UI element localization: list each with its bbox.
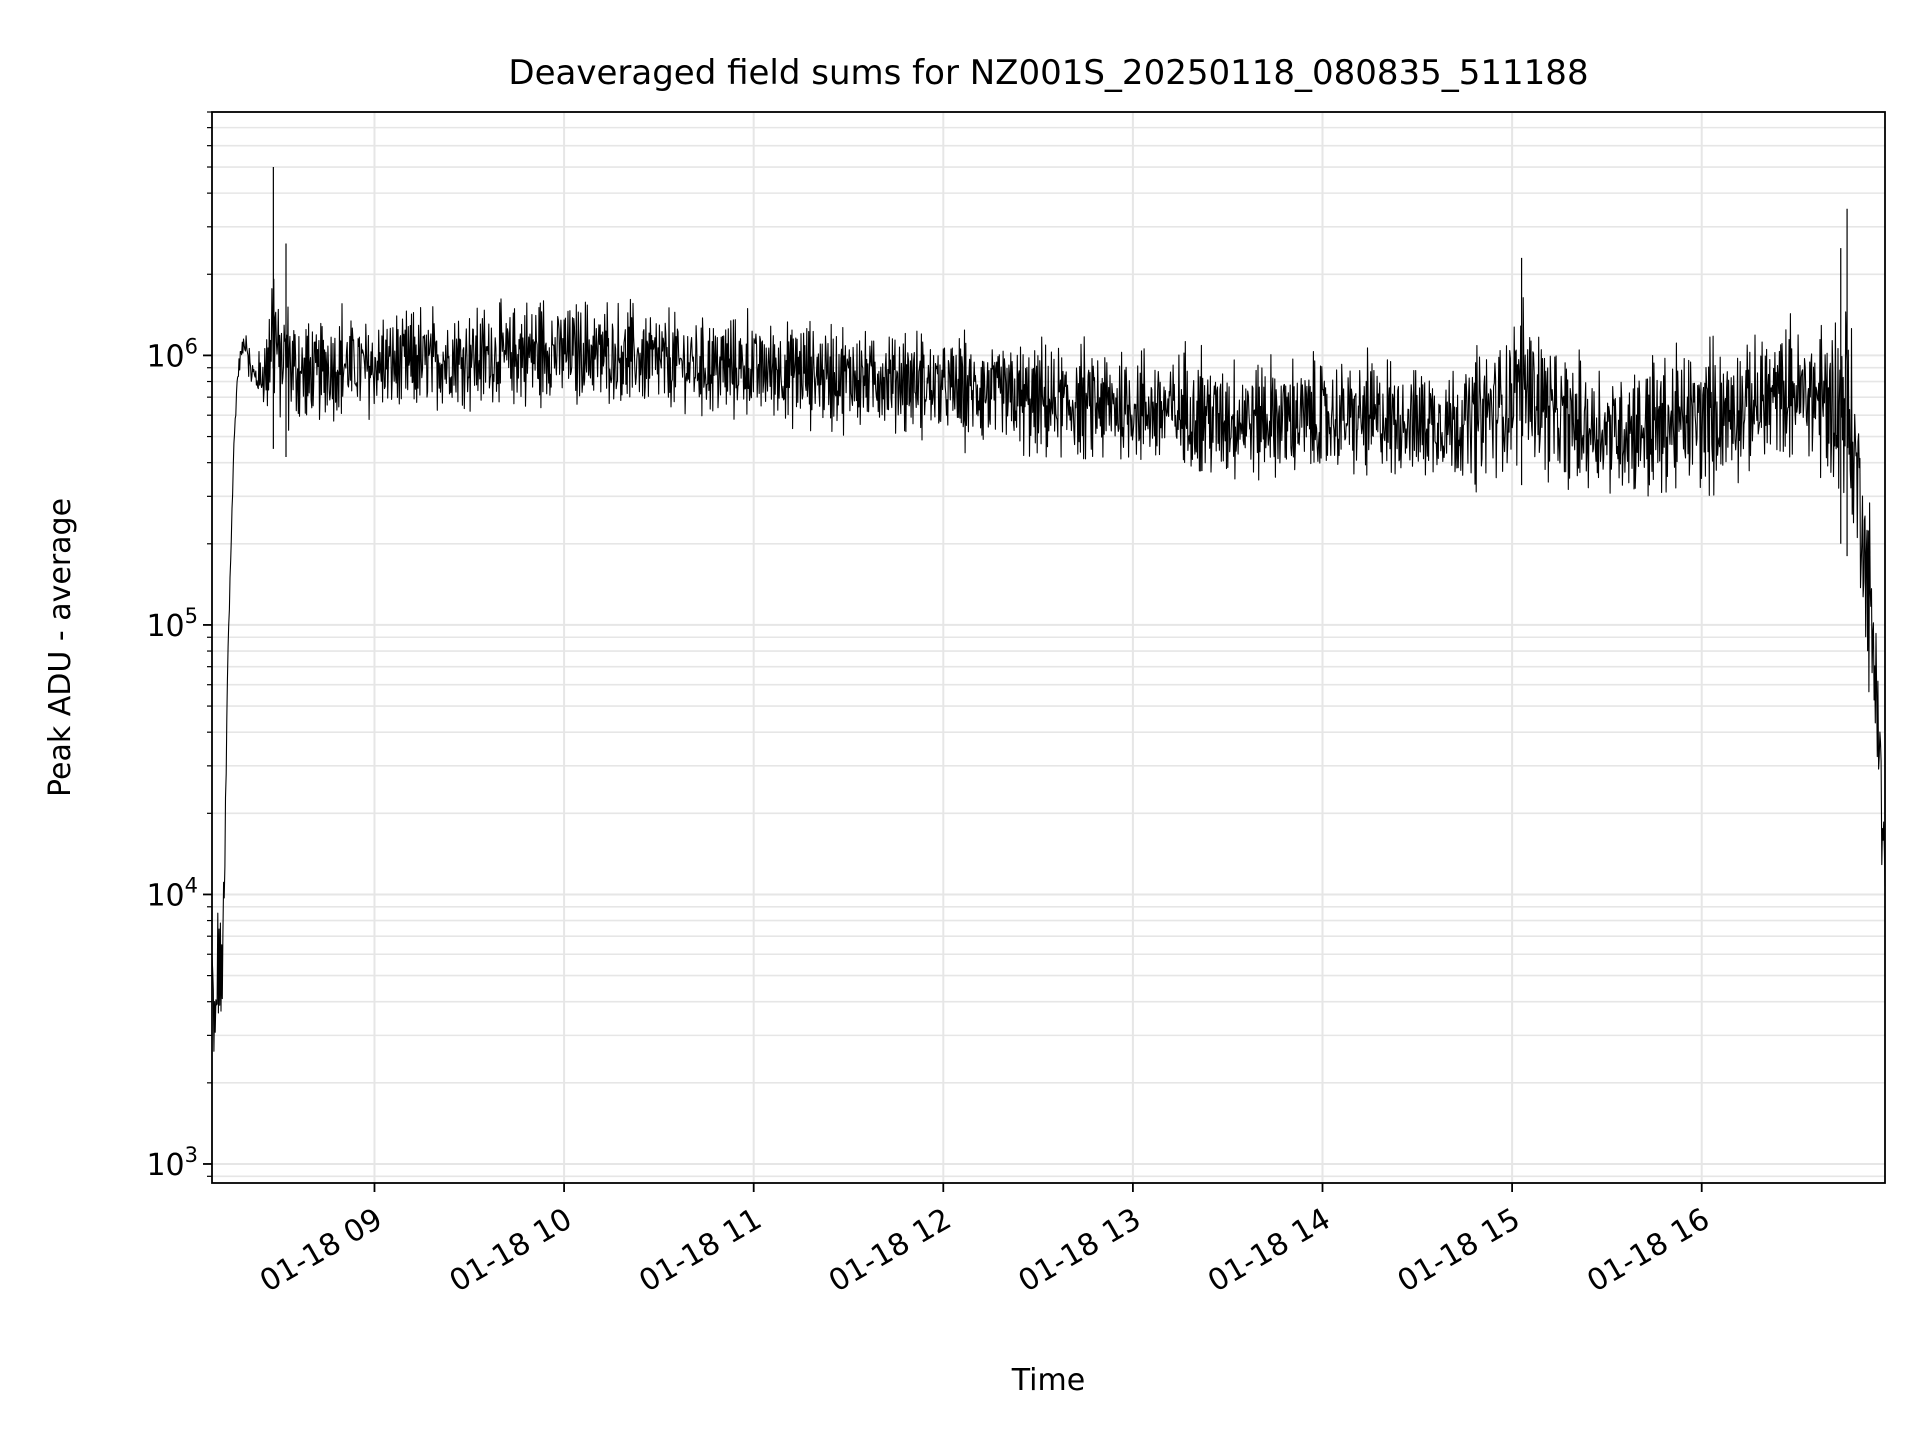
y-tick-label: 104 — [146, 873, 198, 913]
y-tick-label: 106 — [146, 334, 198, 374]
y-tick-label: 105 — [146, 604, 198, 644]
y-axis-label: Peak ADU - average — [43, 498, 78, 797]
plot-frame — [211, 111, 1886, 1184]
series-line — [211, 278, 1886, 1052]
x-axis-label: Time — [1011, 1363, 1085, 1398]
data-series — [211, 167, 1886, 1052]
chart-title: Deaveraged field sums for NZ001S_2025011… — [508, 53, 1588, 93]
y-tick-label: 103 — [146, 1143, 198, 1183]
